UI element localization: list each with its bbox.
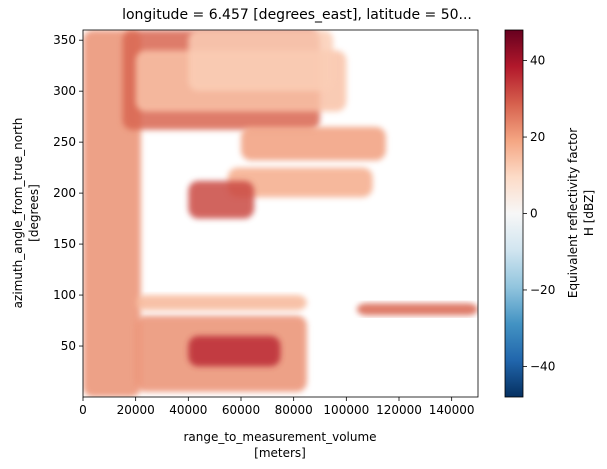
x-tick-label: 0 bbox=[79, 403, 87, 417]
x-tick-label: 120000 bbox=[376, 403, 422, 417]
x-tick-label: 100000 bbox=[323, 403, 369, 417]
colorbar-tick-label: −40 bbox=[530, 359, 555, 373]
echo-region bbox=[135, 295, 307, 311]
x-tick-label: 140000 bbox=[429, 403, 475, 417]
plot-frame bbox=[82, 29, 479, 398]
y-axis-ticks: 50 100 150 200 250 300 350 bbox=[53, 33, 83, 353]
colorbar-tick-label: 0 bbox=[530, 207, 538, 221]
x-tick-label: 80000 bbox=[275, 403, 313, 417]
colorbar-tick-label: 20 bbox=[530, 130, 545, 144]
reflectivity-field bbox=[83, 30, 478, 397]
chart-title: longitude = 6.457 [degrees_east], latitu… bbox=[122, 7, 472, 23]
colorbar-tick-label: −20 bbox=[530, 283, 555, 297]
x-axis-label: range_to_measurement_volume bbox=[183, 430, 376, 444]
x-tick-label: 20000 bbox=[117, 403, 155, 417]
y-tick-label: 250 bbox=[53, 135, 76, 149]
x-axis-ticks: 0 20000 40000 60000 80000 100000 120000 140000 bbox=[79, 397, 475, 417]
y-tick-label: 100 bbox=[53, 288, 76, 302]
echo-region bbox=[356, 303, 478, 316]
plot-area: 0 20000 40000 60000 80000 100000 120000 140000 … bbox=[53, 29, 479, 417]
y-tick-label: 50 bbox=[61, 339, 76, 353]
colorbar: 40 20 0 −20 −40 Equivalent reflectivity fact… bbox=[504, 29, 596, 398]
x-tick-label: 40000 bbox=[169, 403, 207, 417]
y-tick-label: 150 bbox=[53, 237, 76, 251]
y-axis-label: azimuth_angle_from_true_north bbox=[11, 118, 25, 309]
echo-region bbox=[227, 167, 373, 198]
x-axis-unit: [meters] bbox=[254, 446, 306, 460]
y-tick-label: 350 bbox=[53, 33, 76, 47]
echo-region bbox=[188, 180, 255, 219]
echo-region bbox=[188, 335, 281, 367]
y-axis-unit: [degrees] bbox=[27, 184, 41, 242]
echo-region bbox=[241, 126, 386, 161]
y-tick-label: 300 bbox=[53, 84, 76, 98]
colorbar-ticks: 40 20 0 −20 −40 bbox=[523, 54, 555, 373]
echo-region bbox=[188, 30, 334, 92]
colorbar-tick-label: 40 bbox=[530, 54, 545, 68]
colorbar-unit: H [dBZ] bbox=[582, 190, 596, 236]
y-tick-label: 200 bbox=[53, 186, 76, 200]
x-tick-label: 60000 bbox=[222, 403, 260, 417]
colorbar-label: Equivalent reflectivity factor bbox=[566, 128, 580, 298]
colorbar-gradient bbox=[505, 30, 523, 397]
